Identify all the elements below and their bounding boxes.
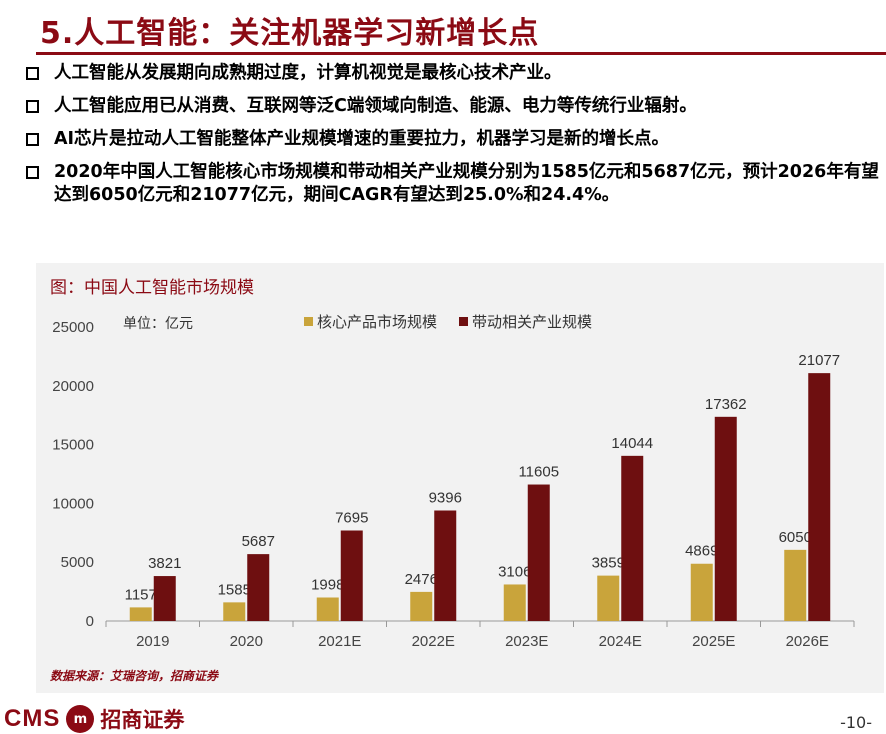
legend-swatch-core <box>304 317 313 326</box>
square-bullet-icon <box>26 166 39 179</box>
legend-swatch-related <box>459 317 469 326</box>
data-label-core: 4869 <box>685 543 718 560</box>
data-label-related: 7695 <box>335 510 368 527</box>
bar-core <box>597 575 620 621</box>
bullet-item: 人工智能应用已从消费、互联网等泛C端领域向制造、能源、电力等传统行业辐射。 <box>24 95 880 118</box>
bar-core <box>129 607 152 621</box>
bar-related <box>621 455 644 621</box>
bullet-list: 人工智能从发展期向成熟期过度，计算机视觉是最核心技术产业。 人工智能应用已从消费… <box>24 62 880 217</box>
bar-core <box>784 549 807 621</box>
bullet-item: 2020年中国人工智能核心市场规模和带动相关产业规模分别为1585亿元和5687… <box>24 161 880 207</box>
square-bullet-icon <box>26 100 39 113</box>
data-label-related: 3821 <box>148 555 181 572</box>
legend-label-related: 带动相关产业规模 <box>472 313 593 331</box>
bar-core <box>690 563 713 621</box>
y-tick-label: 5000 <box>61 554 94 571</box>
y-tick-label: 25000 <box>52 319 94 336</box>
data-label-related: 9396 <box>429 490 462 507</box>
bar-related <box>153 576 176 621</box>
data-label-related: 14044 <box>611 435 653 452</box>
square-bullet-icon <box>26 133 39 146</box>
x-tick-label: 2022E <box>412 633 455 650</box>
data-label-core: 1998 <box>311 577 344 594</box>
bar-core <box>223 602 246 621</box>
legend-item-core: 核心产品市场规模 <box>304 311 437 332</box>
data-label-related: 17362 <box>705 396 747 413</box>
source-note: 数据来源：艾瑞咨询，招商证券 <box>50 669 219 683</box>
brand-name: 招商证券 <box>100 708 185 732</box>
footer-logo: CMS m 招商证券 <box>4 704 184 734</box>
square-bullet-icon <box>26 67 39 80</box>
data-label-related: 21077 <box>798 352 840 369</box>
bullet-item: AI芯片是拉动人工智能整体产业规模增速的重要拉力，机器学习是新的增长点。 <box>24 128 880 151</box>
data-label-core: 2476 <box>405 571 438 588</box>
chart-title: 图：中国人工智能市场规模 <box>50 278 254 298</box>
chart-legend: 核心产品市场规模 带动相关产业规模 <box>304 311 592 332</box>
bar-related <box>527 484 550 621</box>
y-tick-label: 20000 <box>52 378 94 395</box>
bullet-text: 人工智能应用已从消费、互联网等泛C端领域向制造、能源、电力等传统行业辐射。 <box>54 96 697 116</box>
data-label-related: 5687 <box>242 533 275 550</box>
x-tick-label: 2021E <box>318 633 361 650</box>
data-label-core: 6050 <box>779 529 812 546</box>
bullet-text: 人工智能从发展期向成熟期过度，计算机视觉是最核心技术产业。 <box>54 63 562 83</box>
legend-item-related: 带动相关产业规模 <box>459 311 592 332</box>
cms-logo-text: CMS <box>4 705 61 732</box>
bar-related <box>714 416 737 621</box>
bar-related <box>247 554 270 621</box>
x-tick-label: 2023E <box>505 633 548 650</box>
cms-seal-icon: m <box>66 705 95 733</box>
y-tick-label: 0 <box>86 613 94 630</box>
bar-related <box>434 510 457 621</box>
bar-core <box>503 584 526 621</box>
data-label-core: 3106 <box>498 563 531 580</box>
chart-panel: 图：中国人工智能市场规模 0 5000 10000 15000 20000 25000 11… <box>36 263 884 693</box>
bullet-text: 2020年中国人工智能核心市场规模和带动相关产业规模分别为1585亿元和5687… <box>54 162 879 205</box>
y-tick-label: 15000 <box>52 437 94 454</box>
x-tick-label: 2025E <box>692 633 735 650</box>
x-tick-label: 2026E <box>786 633 829 650</box>
x-tick-label: 2024E <box>599 633 642 650</box>
bar-chart: 0 5000 10000 15000 20000 25000 1157 3821 2019 158… <box>52 319 855 650</box>
legend-label-core: 核心产品市场规模 <box>317 313 438 331</box>
unit-label: 单位：亿元 <box>123 316 193 332</box>
bullet-text: AI芯片是拉动人工智能整体产业规模增速的重要拉力，机器学习是新的增长点。 <box>54 129 670 149</box>
data-label-related: 11605 <box>518 464 559 481</box>
bar-related <box>808 373 831 621</box>
bar-core <box>410 591 433 621</box>
slide-title: 5.人工智能：关注机器学习新增长点 <box>40 16 540 51</box>
x-tick-label: 2019 <box>136 633 169 650</box>
data-label-core: 1585 <box>218 581 251 598</box>
data-label-core: 3859 <box>592 555 625 572</box>
bullet-item: 人工智能从发展期向成熟期过度，计算机视觉是最核心技术产业。 <box>24 62 880 85</box>
y-tick-label: 10000 <box>52 495 94 512</box>
bar-core <box>316 597 339 621</box>
bar-related <box>340 530 363 621</box>
title-divider <box>36 52 886 55</box>
page-number: -10- <box>840 713 872 732</box>
data-label-core: 1157 <box>125 586 157 603</box>
x-tick-label: 2020 <box>230 633 263 650</box>
